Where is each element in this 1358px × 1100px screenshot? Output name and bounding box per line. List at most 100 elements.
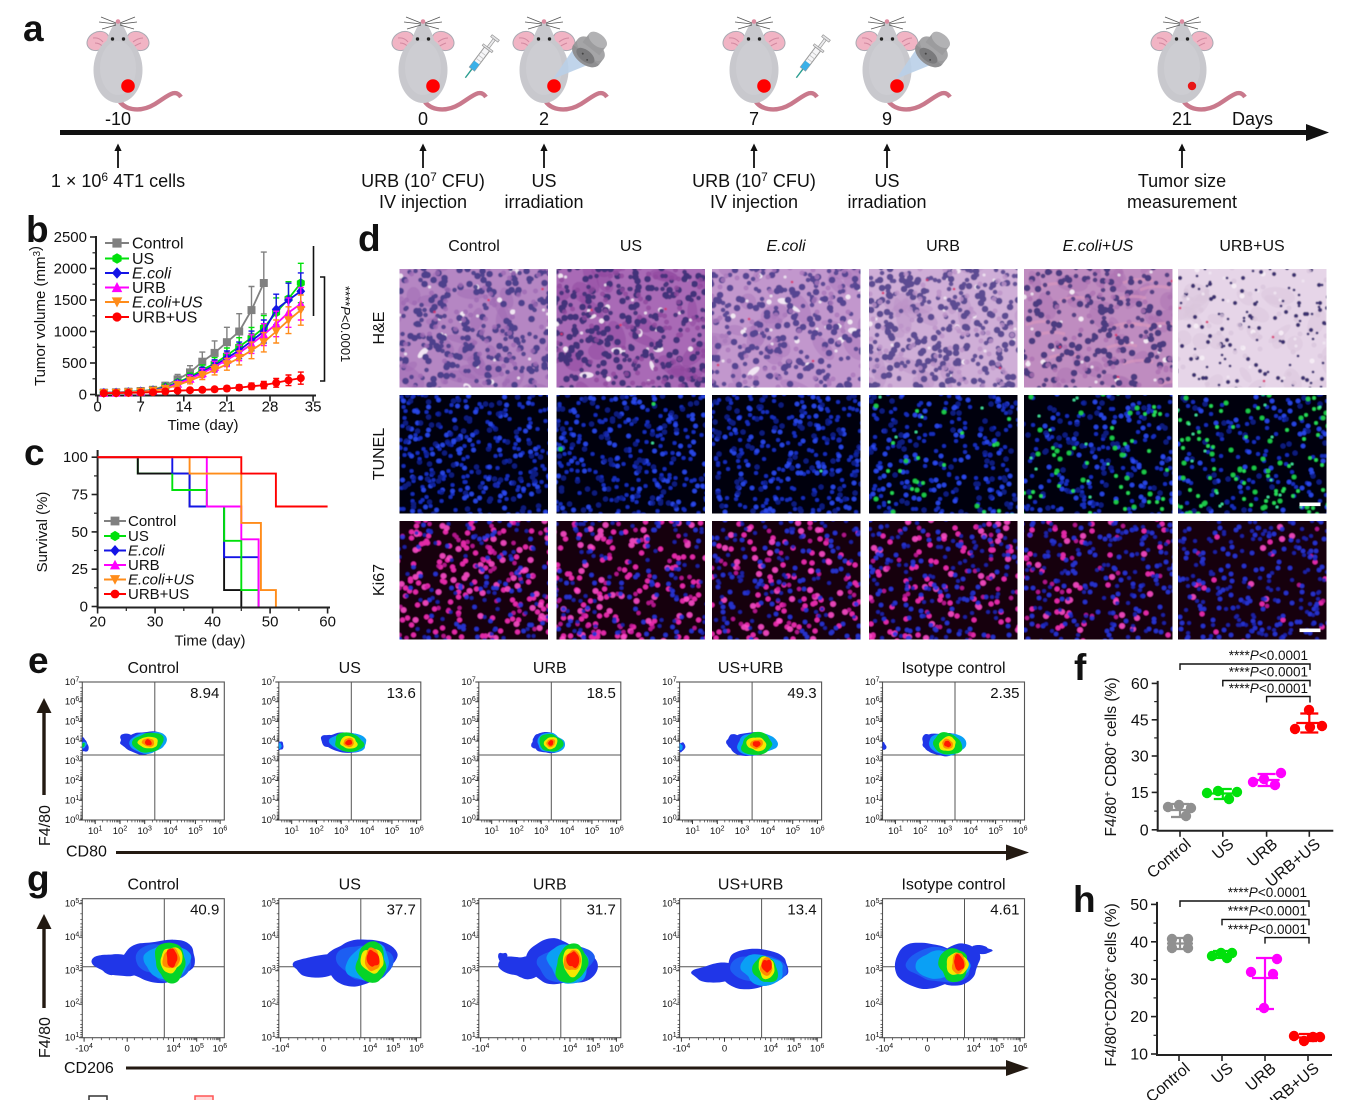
svg-text:25: 25: [71, 561, 88, 578]
svg-text:103: 103: [865, 755, 880, 767]
svg-text:Time (day): Time (day): [167, 417, 238, 434]
svg-text:Days: Days: [1232, 109, 1273, 129]
svg-text:102: 102: [913, 826, 928, 838]
svg-text:E.coli+US: E.coli+US: [132, 295, 203, 312]
svg-text:103: 103: [662, 755, 677, 767]
svg-text:E.coli+US: E.coli+US: [128, 572, 194, 589]
svg-text:106: 106: [810, 1043, 825, 1055]
svg-text:107: 107: [65, 677, 80, 689]
svg-text:103: 103: [261, 965, 276, 977]
svg-text:URB: URB: [128, 557, 160, 574]
svg-text:20: 20: [89, 614, 106, 631]
svg-text:104: 104: [966, 1043, 981, 1055]
svg-text:105: 105: [461, 898, 476, 910]
svg-text:105: 105: [261, 898, 276, 910]
svg-text:101: 101: [261, 1032, 276, 1044]
svg-text:107: 107: [261, 677, 276, 689]
svg-text:104: 104: [360, 826, 375, 838]
svg-text:101: 101: [261, 795, 276, 807]
svg-text:106: 106: [409, 1043, 424, 1055]
svg-text:101: 101: [662, 1032, 677, 1044]
svg-text:105: 105: [662, 898, 677, 910]
svg-text:103: 103: [261, 755, 276, 767]
svg-text:URB+US: URB+US: [1219, 238, 1284, 255]
svg-text:2500: 2500: [54, 229, 87, 246]
svg-text:105: 105: [787, 1043, 802, 1055]
svg-text:US: US: [1209, 836, 1237, 863]
svg-text:104: 104: [461, 932, 476, 944]
svg-text:Control: Control: [1144, 836, 1194, 882]
svg-text:101: 101: [865, 1032, 880, 1044]
svg-text:100: 100: [662, 815, 677, 827]
svg-text:31.7: 31.7: [587, 902, 616, 919]
svg-text:US: US: [620, 238, 642, 255]
svg-text:104: 104: [163, 826, 178, 838]
svg-text:30: 30: [1130, 972, 1148, 989]
svg-text:0: 0: [79, 387, 87, 404]
svg-text:104: 104: [166, 1043, 181, 1055]
svg-text:0: 0: [93, 399, 101, 416]
svg-text:49.3: 49.3: [787, 685, 816, 702]
svg-text:15: 15: [1131, 785, 1149, 802]
svg-text:-104: -104: [472, 1043, 490, 1055]
svg-text:104: 104: [65, 932, 80, 944]
svg-text:105: 105: [586, 1043, 601, 1055]
svg-text:105: 105: [65, 898, 80, 910]
svg-text:103: 103: [461, 965, 476, 977]
svg-text:105: 105: [65, 716, 80, 728]
svg-text:101: 101: [88, 826, 103, 838]
svg-text:URB+US: URB+US: [128, 586, 189, 603]
svg-text:103: 103: [65, 755, 80, 767]
svg-text:102: 102: [309, 826, 324, 838]
svg-text:4.61: 4.61: [990, 902, 1019, 919]
svg-text:104: 104: [563, 1043, 578, 1055]
svg-text:60: 60: [319, 614, 336, 631]
svg-text:107: 107: [865, 677, 880, 689]
svg-text:105: 105: [189, 1043, 204, 1055]
svg-text:Ki67: Ki67: [371, 564, 388, 596]
svg-text:Tumor size: Tumor size: [1138, 171, 1226, 191]
svg-text:21: 21: [1172, 109, 1192, 129]
svg-text:106: 106: [810, 826, 825, 838]
svg-text:40: 40: [1130, 934, 1148, 951]
svg-text:****P<0.0001: ****P<0.0001: [1229, 681, 1308, 696]
svg-text:105: 105: [990, 1043, 1005, 1055]
svg-text:102: 102: [865, 775, 880, 787]
svg-text:75: 75: [71, 487, 88, 504]
svg-text:Control: Control: [1143, 1060, 1193, 1100]
svg-text:****P<0.0001: ****P<0.0001: [1228, 904, 1307, 919]
svg-text:104: 104: [560, 826, 575, 838]
svg-text:0: 0: [1140, 822, 1149, 839]
svg-text:irradiation: irradiation: [504, 192, 583, 212]
svg-text:URB+US: URB+US: [132, 310, 197, 327]
svg-text:104: 104: [461, 736, 476, 748]
svg-text:E.coli: E.coli: [132, 266, 172, 283]
svg-text:104: 104: [662, 932, 677, 944]
svg-text:104: 104: [662, 736, 677, 748]
svg-text:107: 107: [461, 677, 476, 689]
svg-text:105: 105: [662, 716, 677, 728]
svg-text:107: 107: [662, 677, 677, 689]
svg-text:104: 104: [363, 1043, 378, 1055]
svg-text:105: 105: [461, 716, 476, 728]
svg-text:105: 105: [865, 716, 880, 728]
svg-text:0: 0: [925, 1044, 930, 1055]
svg-text:106: 106: [1013, 1043, 1028, 1055]
svg-text:e: e: [28, 640, 49, 681]
svg-text:Control: Control: [128, 513, 176, 530]
svg-text:103: 103: [534, 826, 549, 838]
svg-text:F4/80+ CD80+ cells (%): F4/80+ CD80+ cells (%): [1103, 678, 1120, 837]
svg-text:Control: Control: [132, 236, 184, 253]
svg-text:H&E: H&E: [371, 312, 388, 345]
svg-text:13.4: 13.4: [787, 902, 816, 919]
svg-text:Isotype control: Isotype control: [901, 660, 1005, 677]
svg-text:URB (107 CFU): URB (107 CFU): [692, 170, 816, 191]
svg-text:Control: Control: [448, 238, 500, 255]
svg-text:CD206: CD206: [64, 1060, 114, 1077]
svg-text:102: 102: [261, 775, 276, 787]
svg-text:URB (107 CFU): URB (107 CFU): [361, 170, 485, 191]
svg-text:106: 106: [409, 826, 424, 838]
svg-text:105: 105: [261, 716, 276, 728]
svg-text:101: 101: [662, 795, 677, 807]
svg-text:Isotype control: Isotype control: [901, 877, 1005, 894]
